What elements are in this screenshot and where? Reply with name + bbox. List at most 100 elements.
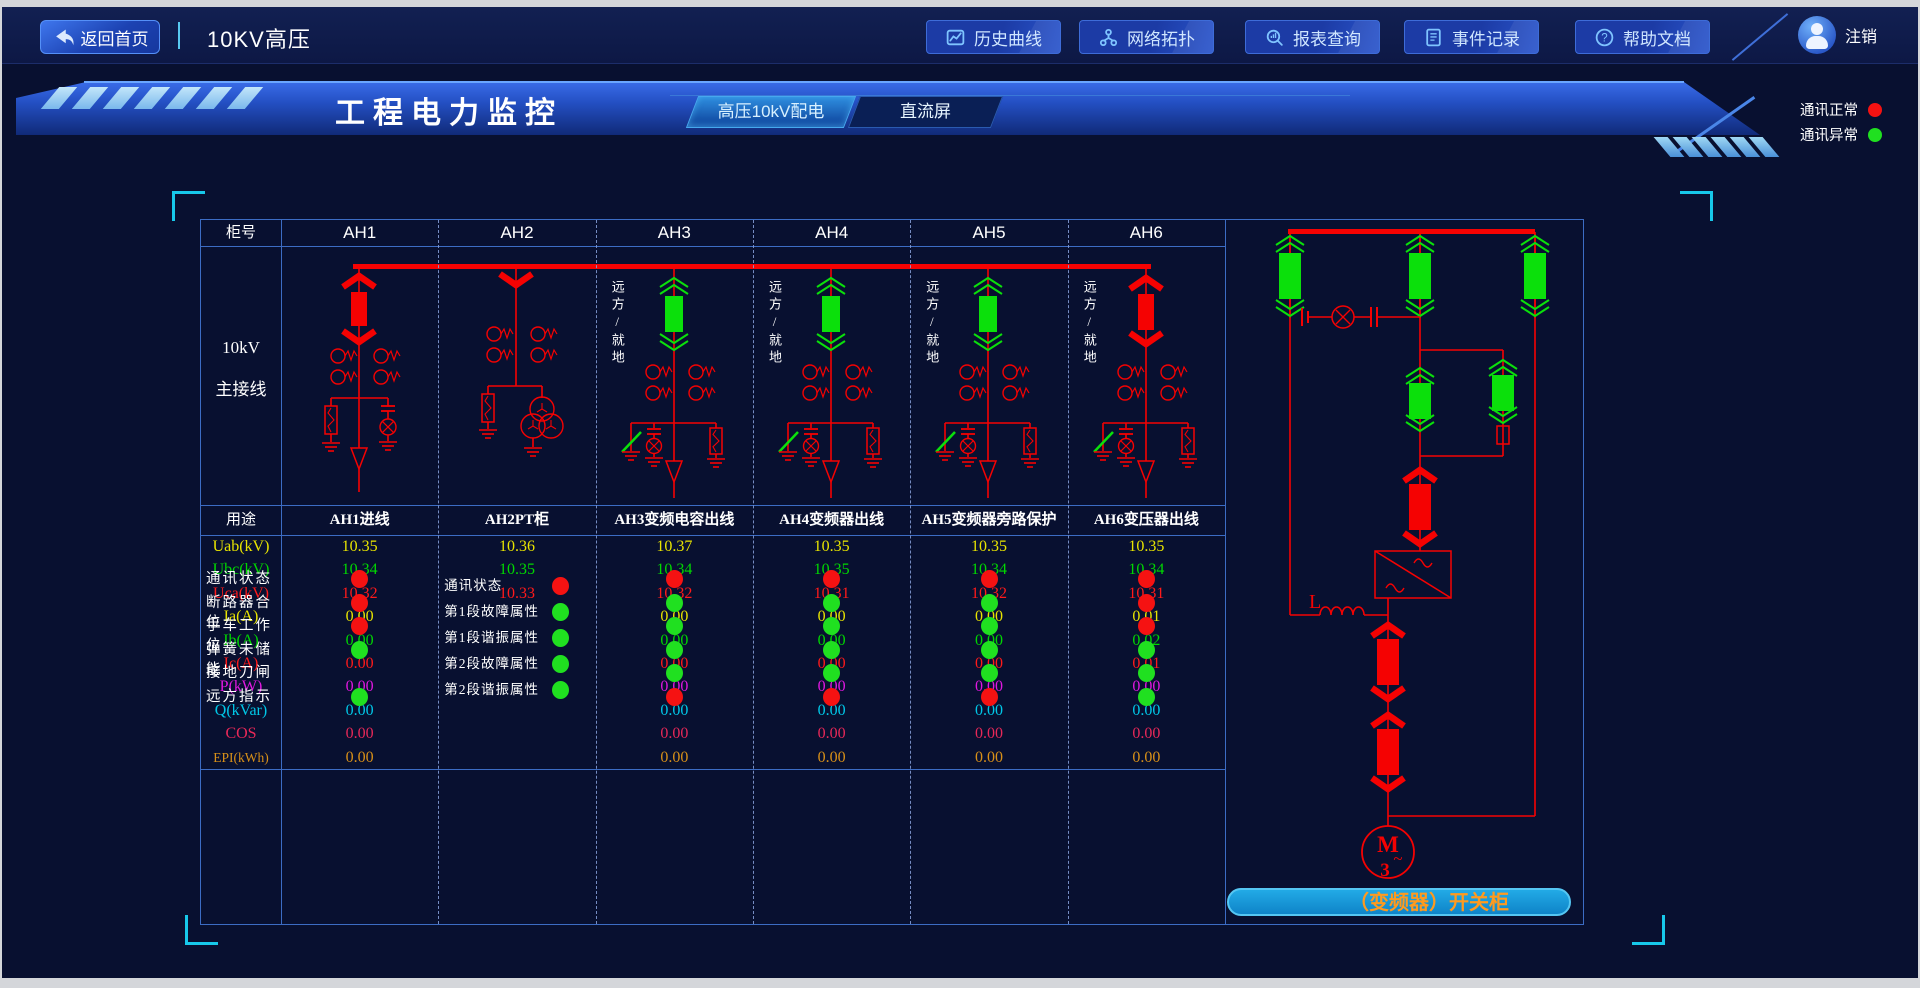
tabs-decor-line bbox=[670, 95, 1350, 96]
nav-button-label: 历史曲线 bbox=[974, 29, 1042, 49]
nav-button-help[interactable]: ? 帮助文档 bbox=[1575, 20, 1710, 54]
report-search-icon bbox=[1266, 29, 1283, 46]
status-row-label-4: 接地刀闸 bbox=[206, 665, 272, 681]
corner-bracket-top-left bbox=[172, 191, 205, 221]
one-line-diagram-AH3[interactable] bbox=[596, 246, 753, 505]
scada-window: 返回首页 10KV高压 历史曲线 网络拓扑 报表查询 事件记录? 帮助文档 注销 工程电… bbox=[2, 7, 1918, 978]
remote-local-label-AH3: 远方/就地 bbox=[609, 280, 625, 367]
cabinet-header-AH5: AH5 bbox=[972, 223, 1006, 242]
usage-row-bottom-line bbox=[201, 535, 1225, 536]
status-dot-AH5-4 bbox=[980, 664, 998, 682]
cabinet-no-header: 柜号 bbox=[225, 225, 256, 241]
nav-button-topology[interactable]: 网络拓扑 bbox=[1079, 20, 1214, 54]
column-separator bbox=[438, 220, 440, 924]
measurement-value-AH5-Ubc(kV): 10.34 bbox=[910, 558, 1067, 581]
cabinet-header-AH4: AH4 bbox=[815, 223, 849, 242]
status-dot-AH4-3 bbox=[823, 640, 841, 659]
status-row-label-5: 远方指示 bbox=[206, 688, 272, 705]
nav-button-label: 网络拓扑 bbox=[1127, 29, 1195, 49]
measurement-value-AH3-COS: 0.00 bbox=[660, 725, 689, 743]
nav-button-events[interactable]: 事件记录 bbox=[1404, 20, 1539, 54]
usage-row-header: 用途 bbox=[225, 512, 256, 528]
vfd-one-line-diagram[interactable]: L M~3 bbox=[1225, 220, 1583, 924]
one-line-diagram-AH2[interactable] bbox=[438, 246, 595, 505]
measurement-value-AH3-EPI(kWh): 0.00 bbox=[660, 748, 689, 766]
column-separator bbox=[1067, 220, 1069, 924]
switchgear-panel: 柜号 10kV 主接线 用途 AH1 AH1进线 AH2 AH2PT柜 AH3 远方/就地… bbox=[200, 219, 1584, 925]
measurement-label-COS: COS bbox=[225, 725, 257, 743]
inductor-label: L bbox=[1309, 591, 1321, 613]
measurement-value-AH2-Ubc(kV): 10.35 bbox=[498, 561, 535, 579]
measurement-value-AH4-Ubc(kV): 10.35 bbox=[753, 558, 910, 581]
status-dot-AH2-3 bbox=[552, 655, 570, 673]
status-dot-AH1-1 bbox=[351, 593, 369, 612]
measurement-value-AH1-EPI(kWh): 0.00 bbox=[345, 748, 374, 766]
user-area[interactable]: 注销 bbox=[1798, 16, 1877, 54]
comm-legend-label: 通讯异常 bbox=[1800, 128, 1858, 144]
status-dot-AH3-5 bbox=[665, 687, 683, 706]
measurement-value-AH3-Q(kVar): 0.00 bbox=[660, 701, 689, 719]
cabinet-header-AH1: AH1 bbox=[343, 223, 377, 242]
help-icon: ? bbox=[1595, 28, 1614, 46]
ah2-status-label-4: 第2段谐振属性 bbox=[444, 682, 540, 697]
tab-label: 高压10kV配电 bbox=[717, 102, 825, 121]
event-log-icon bbox=[1426, 28, 1441, 46]
measurement-value-AH1-Ic(A): 0.00 bbox=[345, 655, 374, 672]
nav-button-report[interactable]: 报表查询 bbox=[1245, 20, 1380, 54]
label-column-divider bbox=[281, 220, 282, 924]
bus-bar-10kv bbox=[353, 264, 1151, 269]
column-separator bbox=[595, 220, 597, 924]
curve-chart-icon bbox=[946, 29, 965, 45]
measurement-value-AH6-EPI(kWh): 0.00 bbox=[1132, 748, 1161, 766]
title-divider bbox=[178, 22, 180, 49]
user-avatar-icon[interactable] bbox=[1798, 16, 1836, 54]
one-line-diagram-AH6[interactable] bbox=[1068, 246, 1225, 505]
topbar-diagonal-divider bbox=[1731, 13, 1789, 61]
svg-text:?: ? bbox=[1601, 32, 1607, 44]
comm-legend-label: 通讯正常 bbox=[1800, 103, 1858, 119]
status-dot-AH1-2 bbox=[351, 617, 369, 635]
logout-button[interactable]: 注销 bbox=[1845, 29, 1878, 46]
status-dot-AH5-1 bbox=[980, 593, 998, 612]
measurement-label-Ubc(kV): Ubc(kV) bbox=[212, 561, 270, 579]
back-arrow-icon bbox=[55, 29, 73, 46]
status-dot-AH1-3 bbox=[351, 640, 369, 659]
one-line-diagram-AH1[interactable] bbox=[281, 246, 438, 505]
status-dot-AH6-1 bbox=[1137, 593, 1155, 612]
measurement-value-AH5-COS: 0.00 bbox=[974, 725, 1003, 743]
status-row-label-1: 断路器合位 bbox=[206, 594, 272, 631]
tab-label: 直流屏 bbox=[900, 102, 951, 121]
status-dot-AH6-3 bbox=[1137, 640, 1155, 659]
comm-legend-dot bbox=[1868, 102, 1882, 117]
vfd-cabinet-banner-button[interactable]: （变频器）开关柜 bbox=[1227, 888, 1571, 916]
tab-hv-10kv[interactable]: 高压10kV配电 bbox=[685, 96, 857, 128]
cabinet-header-AH2: AH2 bbox=[500, 223, 534, 242]
motor-wave: ~ bbox=[1393, 849, 1402, 868]
status-dot-AH4-1 bbox=[823, 593, 841, 612]
remote-local-label-AH5: 远方/就地 bbox=[924, 280, 940, 367]
usage-cell-AH3: AH3变频电容出线 bbox=[614, 512, 735, 528]
column-separator bbox=[910, 220, 912, 924]
banner-top-edge bbox=[84, 81, 1684, 83]
measurement-value-AH5-EPI(kWh): 0.00 bbox=[974, 748, 1003, 766]
status-block-top-line bbox=[201, 769, 1225, 770]
nav-button-history[interactable]: 历史曲线 bbox=[926, 20, 1061, 54]
back-button[interactable]: 返回首页 bbox=[40, 20, 160, 54]
tab-dc-screen[interactable]: 直流屏 bbox=[847, 96, 1004, 128]
system-title: 工程电力监控 bbox=[335, 97, 563, 130]
status-dot-AH6-5 bbox=[1137, 687, 1155, 706]
measurement-value-AH4-EPI(kWh): 0.00 bbox=[817, 748, 846, 766]
corner-bracket-top-right bbox=[1680, 191, 1713, 221]
one-line-diagram-AH5[interactable] bbox=[910, 246, 1067, 505]
usage-row-top-line bbox=[201, 505, 1225, 506]
measurement-value-AH4-Q(kVar): 0.00 bbox=[817, 701, 846, 719]
status-dot-AH5-3 bbox=[980, 640, 998, 659]
ah2-status-label-1: 第1段故障属性 bbox=[444, 604, 540, 619]
measurement-value-AH4-Uca(kV): 10.31 bbox=[753, 582, 910, 605]
mainline-label-line1: 10kV bbox=[222, 338, 260, 357]
one-line-diagram-AH4[interactable] bbox=[753, 246, 910, 505]
measurement-value-AH6-Uca(kV): 10.31 bbox=[1068, 582, 1225, 605]
comm-legend-row: 通讯正常 bbox=[1792, 99, 1882, 120]
status-dot-AH3-2 bbox=[665, 617, 683, 635]
measurement-value-AH2-Uab(kV): 10.36 bbox=[498, 538, 535, 555]
